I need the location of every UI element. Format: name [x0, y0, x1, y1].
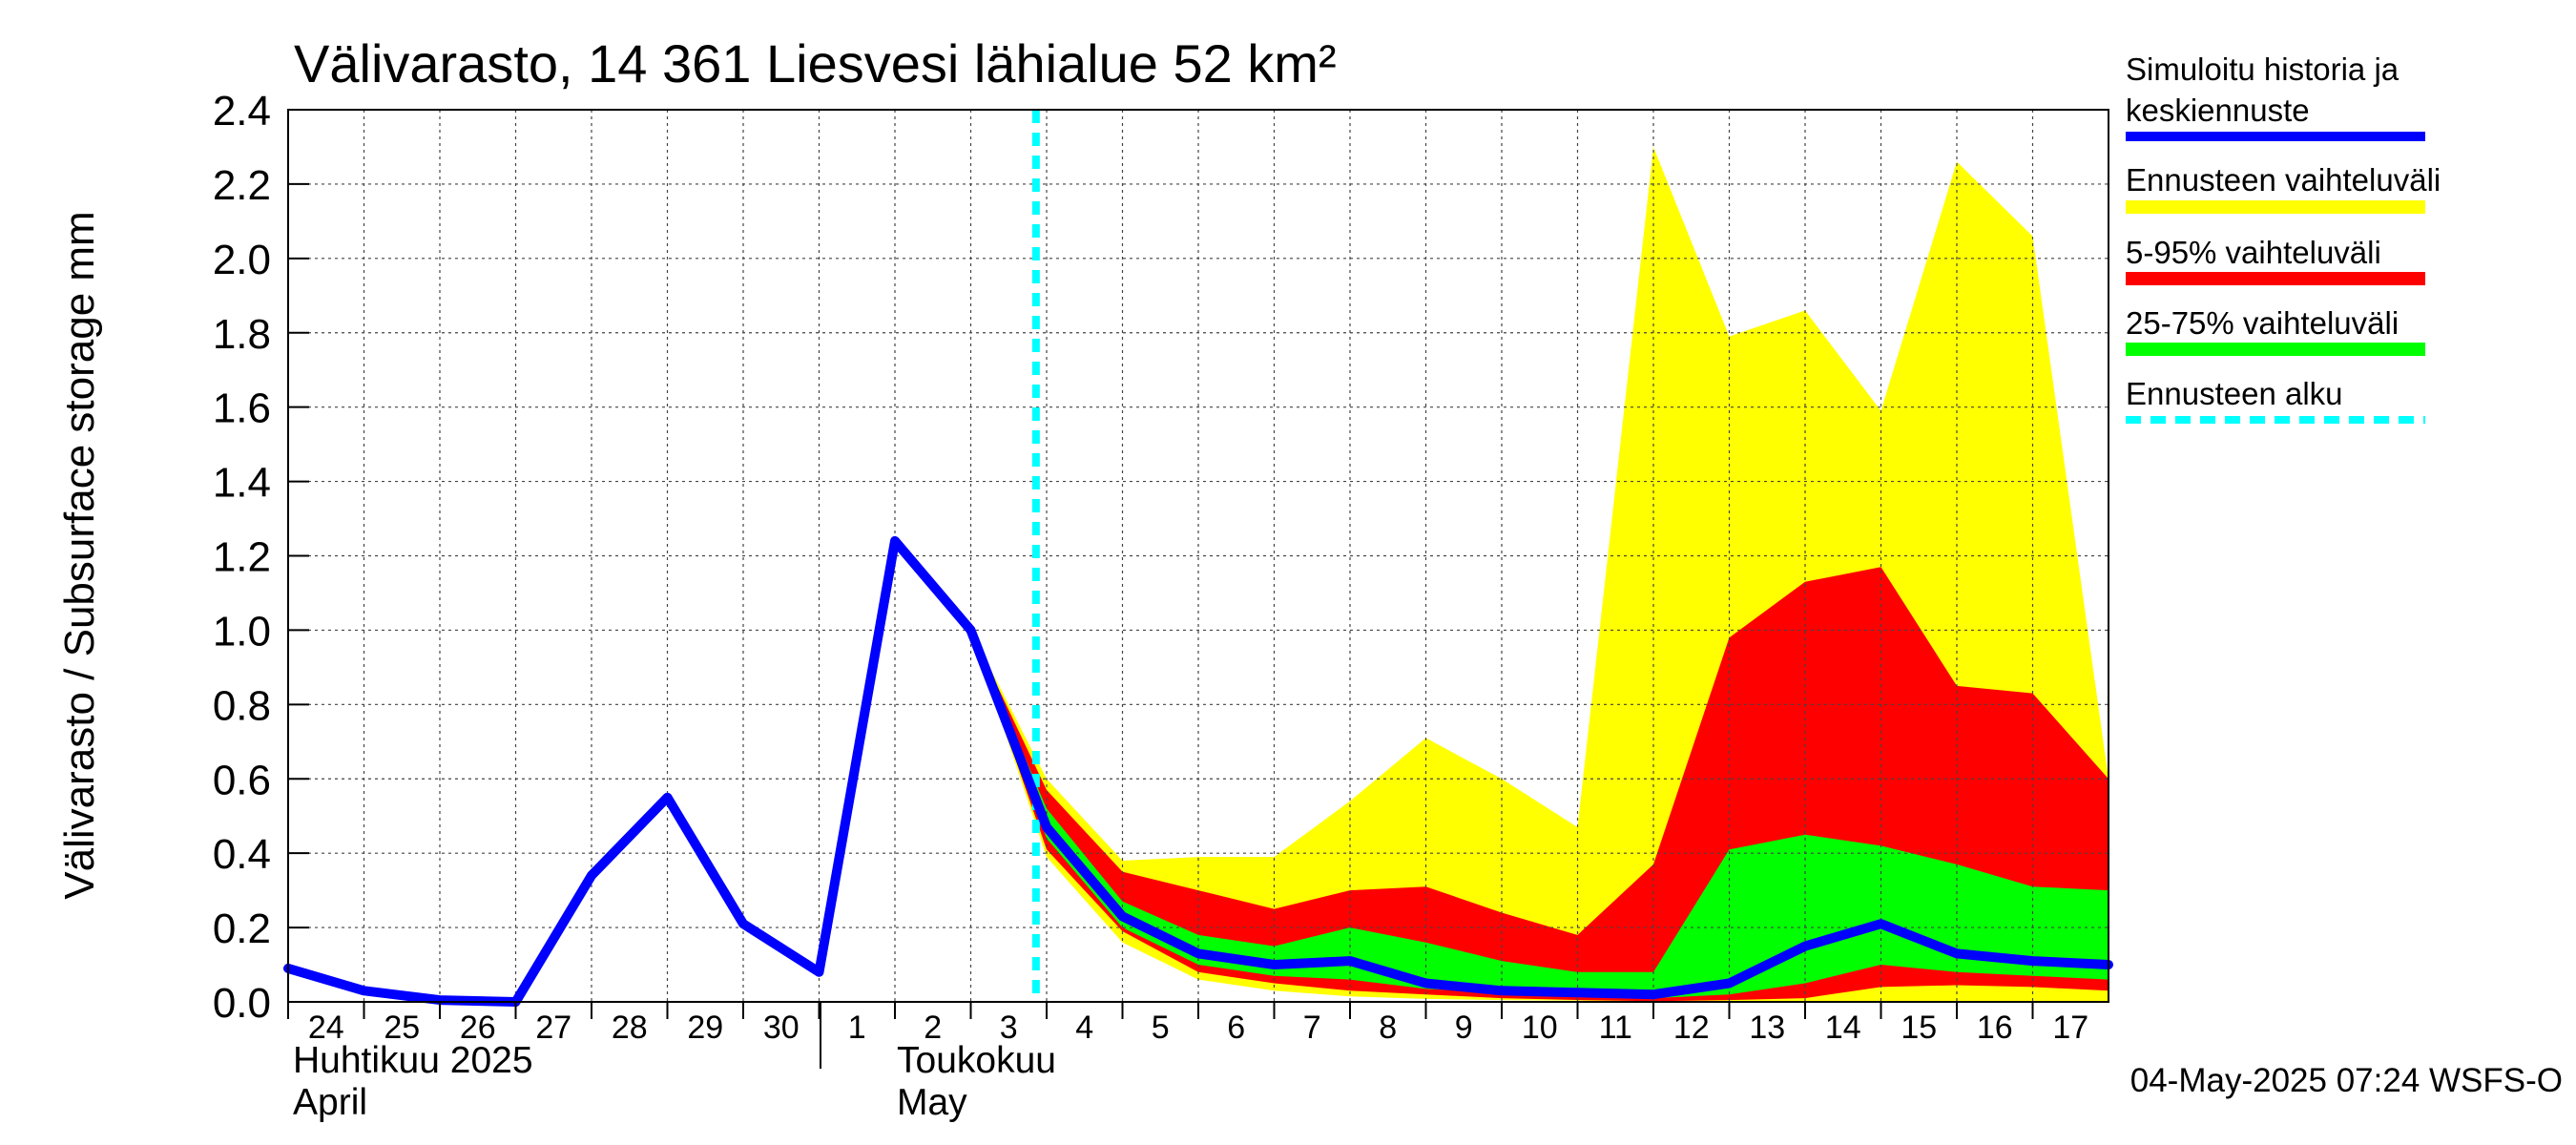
y-tick-label: 1.2 [213, 534, 271, 581]
x-tick-label: 28 [612, 1010, 648, 1046]
y-tick-label: 0.4 [213, 831, 271, 878]
x-tick-label: 25 [384, 1010, 420, 1046]
x-tick-label: 6 [1227, 1010, 1245, 1046]
x-tick-label: 15 [1901, 1010, 1937, 1046]
y-tick-label: 0.0 [213, 980, 271, 1027]
chart-title: Välivarasto, 14 361 Liesvesi lähialue 52… [294, 33, 1337, 94]
y-tick-label: 2.4 [213, 88, 271, 135]
x-tick-label: 26 [460, 1010, 496, 1046]
axes-layer: 0.0 0.2 0.4 0.6 0.8 1.0 1.2 1.4 1.6 1.8 2.0 2.2 2.4 2… [213, 88, 2088, 1046]
x-tick-label: 1 [848, 1010, 866, 1046]
x-tick-label: 17 [2052, 1010, 2088, 1046]
y-tick-label: 1.6 [213, 385, 271, 432]
forecast-bands [970, 147, 2109, 1002]
y-tick-label: 0.8 [213, 682, 271, 729]
y-tick-label: 0.2 [213, 906, 271, 952]
month-label-may-en: May [897, 1082, 967, 1123]
series-layer [283, 110, 2113, 1007]
month-label-april-fi: Huhtikuu 2025 [293, 1040, 533, 1081]
month-label-april-en: April [293, 1082, 367, 1123]
y-axis-label: Välivarasto / Subsurface storage mm [56, 211, 103, 899]
band-p25-75 [970, 630, 2109, 999]
legend-label-forecast-start: Ennusteen alku [2126, 376, 2343, 411]
y-tick-label: 2.2 [213, 162, 271, 209]
timestamp: 04-May-2025 07:24 WSFS-O [2130, 1062, 2563, 1099]
y-tick-label: 1.4 [213, 460, 271, 507]
x-tick-label: 30 [763, 1010, 800, 1046]
x-tick-label: 3 [1000, 1010, 1018, 1046]
grid-lines [288, 110, 2109, 1002]
legend-label-range: Ennusteen vaihteluväli [2126, 162, 2441, 198]
y-tick-label: 1.8 [213, 311, 271, 358]
y-tick-label: 2.0 [213, 237, 271, 283]
x-tick-label: 14 [1825, 1010, 1861, 1046]
x-tick-label: 5 [1152, 1010, 1170, 1046]
legend-label-p5-95: 5-95% vaihteluväli [2126, 235, 2381, 270]
x-tick-label: 13 [1749, 1010, 1785, 1046]
month-labels: Huhtikuu 2025 April Toukokuu May [293, 1002, 1056, 1123]
legend-label-history-1: Simuloitu historia ja [2126, 52, 2399, 87]
legend-label-history-2: keskiennuste [2126, 93, 2310, 128]
month-label-may-fi: Toukokuu [897, 1040, 1056, 1081]
x-tick-label: 2 [924, 1010, 942, 1046]
x-tick-label: 29 [687, 1010, 723, 1046]
x-tick-label: 8 [1379, 1010, 1397, 1046]
x-tick-label: 16 [1977, 1010, 2013, 1046]
x-tick-label: 11 [1599, 1010, 1632, 1046]
x-tick-label: 24 [308, 1010, 344, 1046]
legend: Simuloitu historia ja keskiennuste Ennus… [2126, 52, 2441, 424]
history-median-line [283, 535, 2113, 1007]
y-tick-label: 0.6 [213, 757, 271, 803]
x-tick-label: 10 [1522, 1010, 1558, 1046]
x-tick-label: 27 [535, 1010, 571, 1046]
x-tick-label: 4 [1075, 1010, 1093, 1046]
legend-label-p25-75: 25-75% vaihteluväli [2126, 305, 2399, 341]
x-tick-label: 7 [1303, 1010, 1321, 1046]
x-tick-label: 12 [1673, 1010, 1710, 1046]
x-tick-label: 9 [1455, 1010, 1473, 1046]
y-tick-label: 1.0 [213, 608, 271, 655]
